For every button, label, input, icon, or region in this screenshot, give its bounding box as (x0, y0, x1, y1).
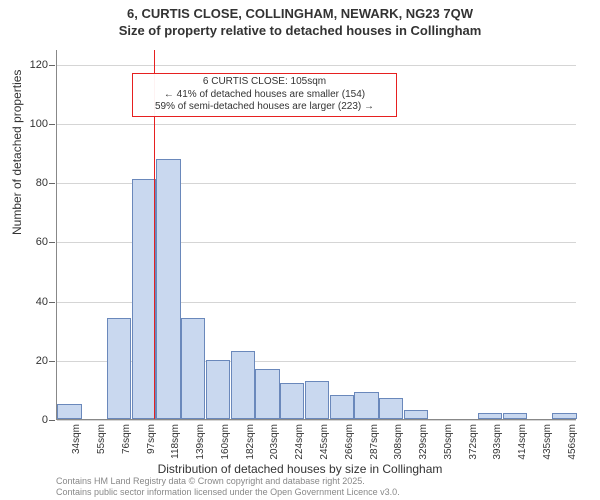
histogram-bar (255, 369, 279, 419)
histogram-bar (107, 318, 131, 419)
footer-line-1: Contains HM Land Registry data © Crown c… (56, 476, 400, 487)
y-tick-label: 120 (20, 59, 48, 71)
histogram-bar (132, 179, 156, 419)
histogram-bar (305, 381, 329, 419)
histogram-bar (379, 398, 403, 419)
y-tick (49, 242, 55, 243)
title-block: 6, CURTIS CLOSE, COLLINGHAM, NEWARK, NG2… (0, 0, 600, 40)
histogram-bar (478, 413, 502, 419)
histogram-bar (231, 351, 255, 419)
grid-line (57, 420, 576, 421)
histogram-bar (280, 383, 304, 419)
y-tick (49, 361, 55, 362)
y-tick-label: 100 (20, 118, 48, 130)
y-tick (49, 65, 55, 66)
grid-line (57, 65, 576, 66)
y-tick-label: 0 (20, 414, 48, 426)
y-tick (49, 420, 55, 421)
histogram-bar (354, 392, 378, 419)
y-tick-label: 40 (20, 296, 48, 308)
histogram-bar (206, 360, 230, 419)
y-tick (49, 302, 55, 303)
y-tick (49, 183, 55, 184)
footer-line-2: Contains public sector information licen… (56, 487, 400, 498)
x-axis-title: Distribution of detached houses by size … (0, 462, 600, 476)
chart-container: 6, CURTIS CLOSE, COLLINGHAM, NEWARK, NG2… (0, 0, 600, 500)
annotation-line: 6 CURTIS CLOSE: 105sqm (139, 76, 390, 89)
footer: Contains HM Land Registry data © Crown c… (56, 476, 400, 498)
y-tick (49, 124, 55, 125)
histogram-bar (57, 404, 81, 419)
title-line-2: Size of property relative to detached ho… (0, 23, 600, 40)
histogram-bar (330, 395, 354, 419)
annotation-line: ← 41% of detached houses are smaller (15… (139, 89, 390, 102)
plot-area: 02040608010012034sqm55sqm76sqm97sqm118sq… (56, 50, 576, 420)
histogram-bar (552, 413, 576, 419)
histogram-bar (156, 159, 180, 419)
histogram-bar (181, 318, 205, 419)
y-tick-label: 80 (20, 177, 48, 189)
y-tick-label: 60 (20, 236, 48, 248)
y-axis-title: Number of detached properties (10, 70, 24, 235)
histogram-bar (503, 413, 527, 419)
grid-line (57, 124, 576, 125)
annotation-box: 6 CURTIS CLOSE: 105sqm← 41% of detached … (132, 73, 397, 117)
y-tick-label: 20 (20, 355, 48, 367)
annotation-line: 59% of semi-detached houses are larger (… (139, 101, 390, 114)
histogram-bar (404, 410, 428, 419)
title-line-1: 6, CURTIS CLOSE, COLLINGHAM, NEWARK, NG2… (0, 6, 600, 23)
